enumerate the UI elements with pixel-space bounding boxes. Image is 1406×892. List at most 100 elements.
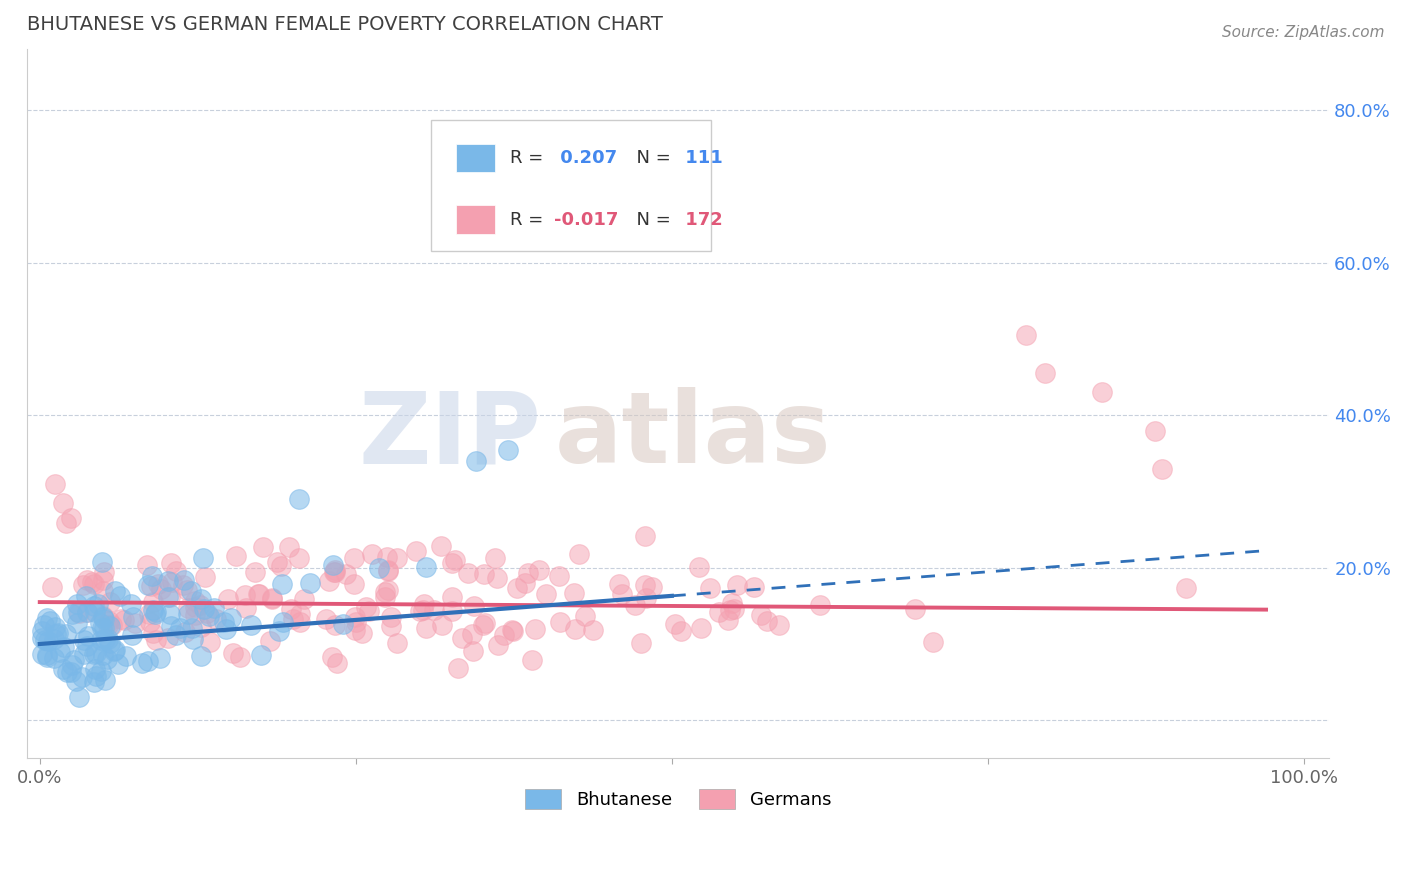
Point [44, 620, 66, 634]
Point [35, 649, 58, 664]
Point [46, 626, 69, 640]
Point [634, 529, 657, 543]
Point [325, 657, 347, 671]
Point [356, 599, 378, 614]
Point [84, 669, 107, 683]
Point [260, 592, 283, 607]
Point [65, 674, 87, 689]
Point [412, 603, 434, 617]
Point [108, 589, 131, 603]
Point [335, 567, 357, 582]
Point [669, 624, 692, 638]
Text: 0.207: 0.207 [554, 149, 617, 167]
Point [169, 621, 191, 635]
Point [135, 558, 157, 572]
Point [83, 576, 105, 591]
Point [270, 559, 292, 574]
Point [98, 595, 121, 609]
Text: 111: 111 [679, 149, 723, 167]
Point [156, 590, 179, 604]
Point [288, 615, 311, 630]
Point [413, 598, 436, 612]
Point [486, 638, 509, 652]
Point [91, 648, 114, 662]
Point [534, 587, 557, 601]
Point [321, 649, 343, 664]
Point [247, 586, 270, 600]
Point [67, 606, 90, 620]
Point [200, 634, 222, 648]
Point [461, 644, 484, 658]
Point [474, 616, 496, 631]
Point [219, 610, 242, 624]
Point [194, 569, 217, 583]
Text: BHUTANESE VS GERMAN FEMALE POVERTY CORRELATION CHART: BHUTANESE VS GERMAN FEMALE POVERTY CORRE… [27, 15, 664, 34]
Point [156, 631, 179, 645]
Point [548, 615, 571, 629]
Point [225, 549, 247, 564]
Point [472, 566, 495, 581]
Point [515, 575, 537, 590]
Point [409, 604, 432, 618]
Point [121, 610, 143, 624]
Point [138, 578, 160, 592]
Point [501, 623, 523, 637]
Point [688, 560, 710, 574]
Text: 172: 172 [679, 211, 723, 228]
Point [184, 594, 207, 608]
Point [93, 621, 115, 635]
Point [641, 580, 664, 594]
Point [139, 580, 162, 594]
Point [440, 604, 463, 618]
Point [1152, 461, 1174, 475]
Point [343, 550, 366, 565]
Point [582, 623, 605, 637]
Point [374, 585, 396, 599]
Point [96, 652, 118, 666]
Point [574, 608, 596, 623]
Point [31, 647, 53, 661]
Point [149, 651, 172, 665]
Point [165, 565, 187, 579]
Point [523, 622, 546, 636]
Bar [456, 205, 495, 234]
Point [259, 634, 281, 648]
Point [101, 618, 124, 632]
Point [380, 619, 402, 633]
Point [457, 566, 479, 580]
Point [91, 608, 114, 623]
Point [139, 615, 162, 629]
Point [447, 661, 470, 675]
Point [269, 624, 291, 639]
Point [42, 632, 65, 647]
Point [90, 555, 112, 569]
Point [749, 607, 772, 622]
Point [484, 550, 506, 565]
Point [188, 599, 211, 613]
Point [610, 586, 633, 600]
Point [49, 644, 72, 658]
Point [72, 578, 94, 592]
Point [623, 184, 645, 198]
Point [66, 597, 89, 611]
Point [160, 619, 183, 633]
Point [91, 609, 114, 624]
Point [689, 621, 711, 635]
Point [190, 620, 212, 634]
Point [76, 605, 98, 619]
Point [217, 592, 239, 607]
Point [159, 591, 181, 605]
Point [142, 603, 165, 617]
Point [377, 564, 399, 578]
Point [90, 665, 112, 679]
Point [1174, 581, 1197, 595]
Point [343, 609, 366, 624]
Point [699, 581, 721, 595]
Bar [456, 144, 495, 172]
Point [174, 624, 197, 639]
Point [97, 618, 120, 632]
Point [243, 565, 266, 579]
Point [266, 555, 288, 569]
Point [215, 622, 238, 636]
Point [322, 565, 344, 579]
